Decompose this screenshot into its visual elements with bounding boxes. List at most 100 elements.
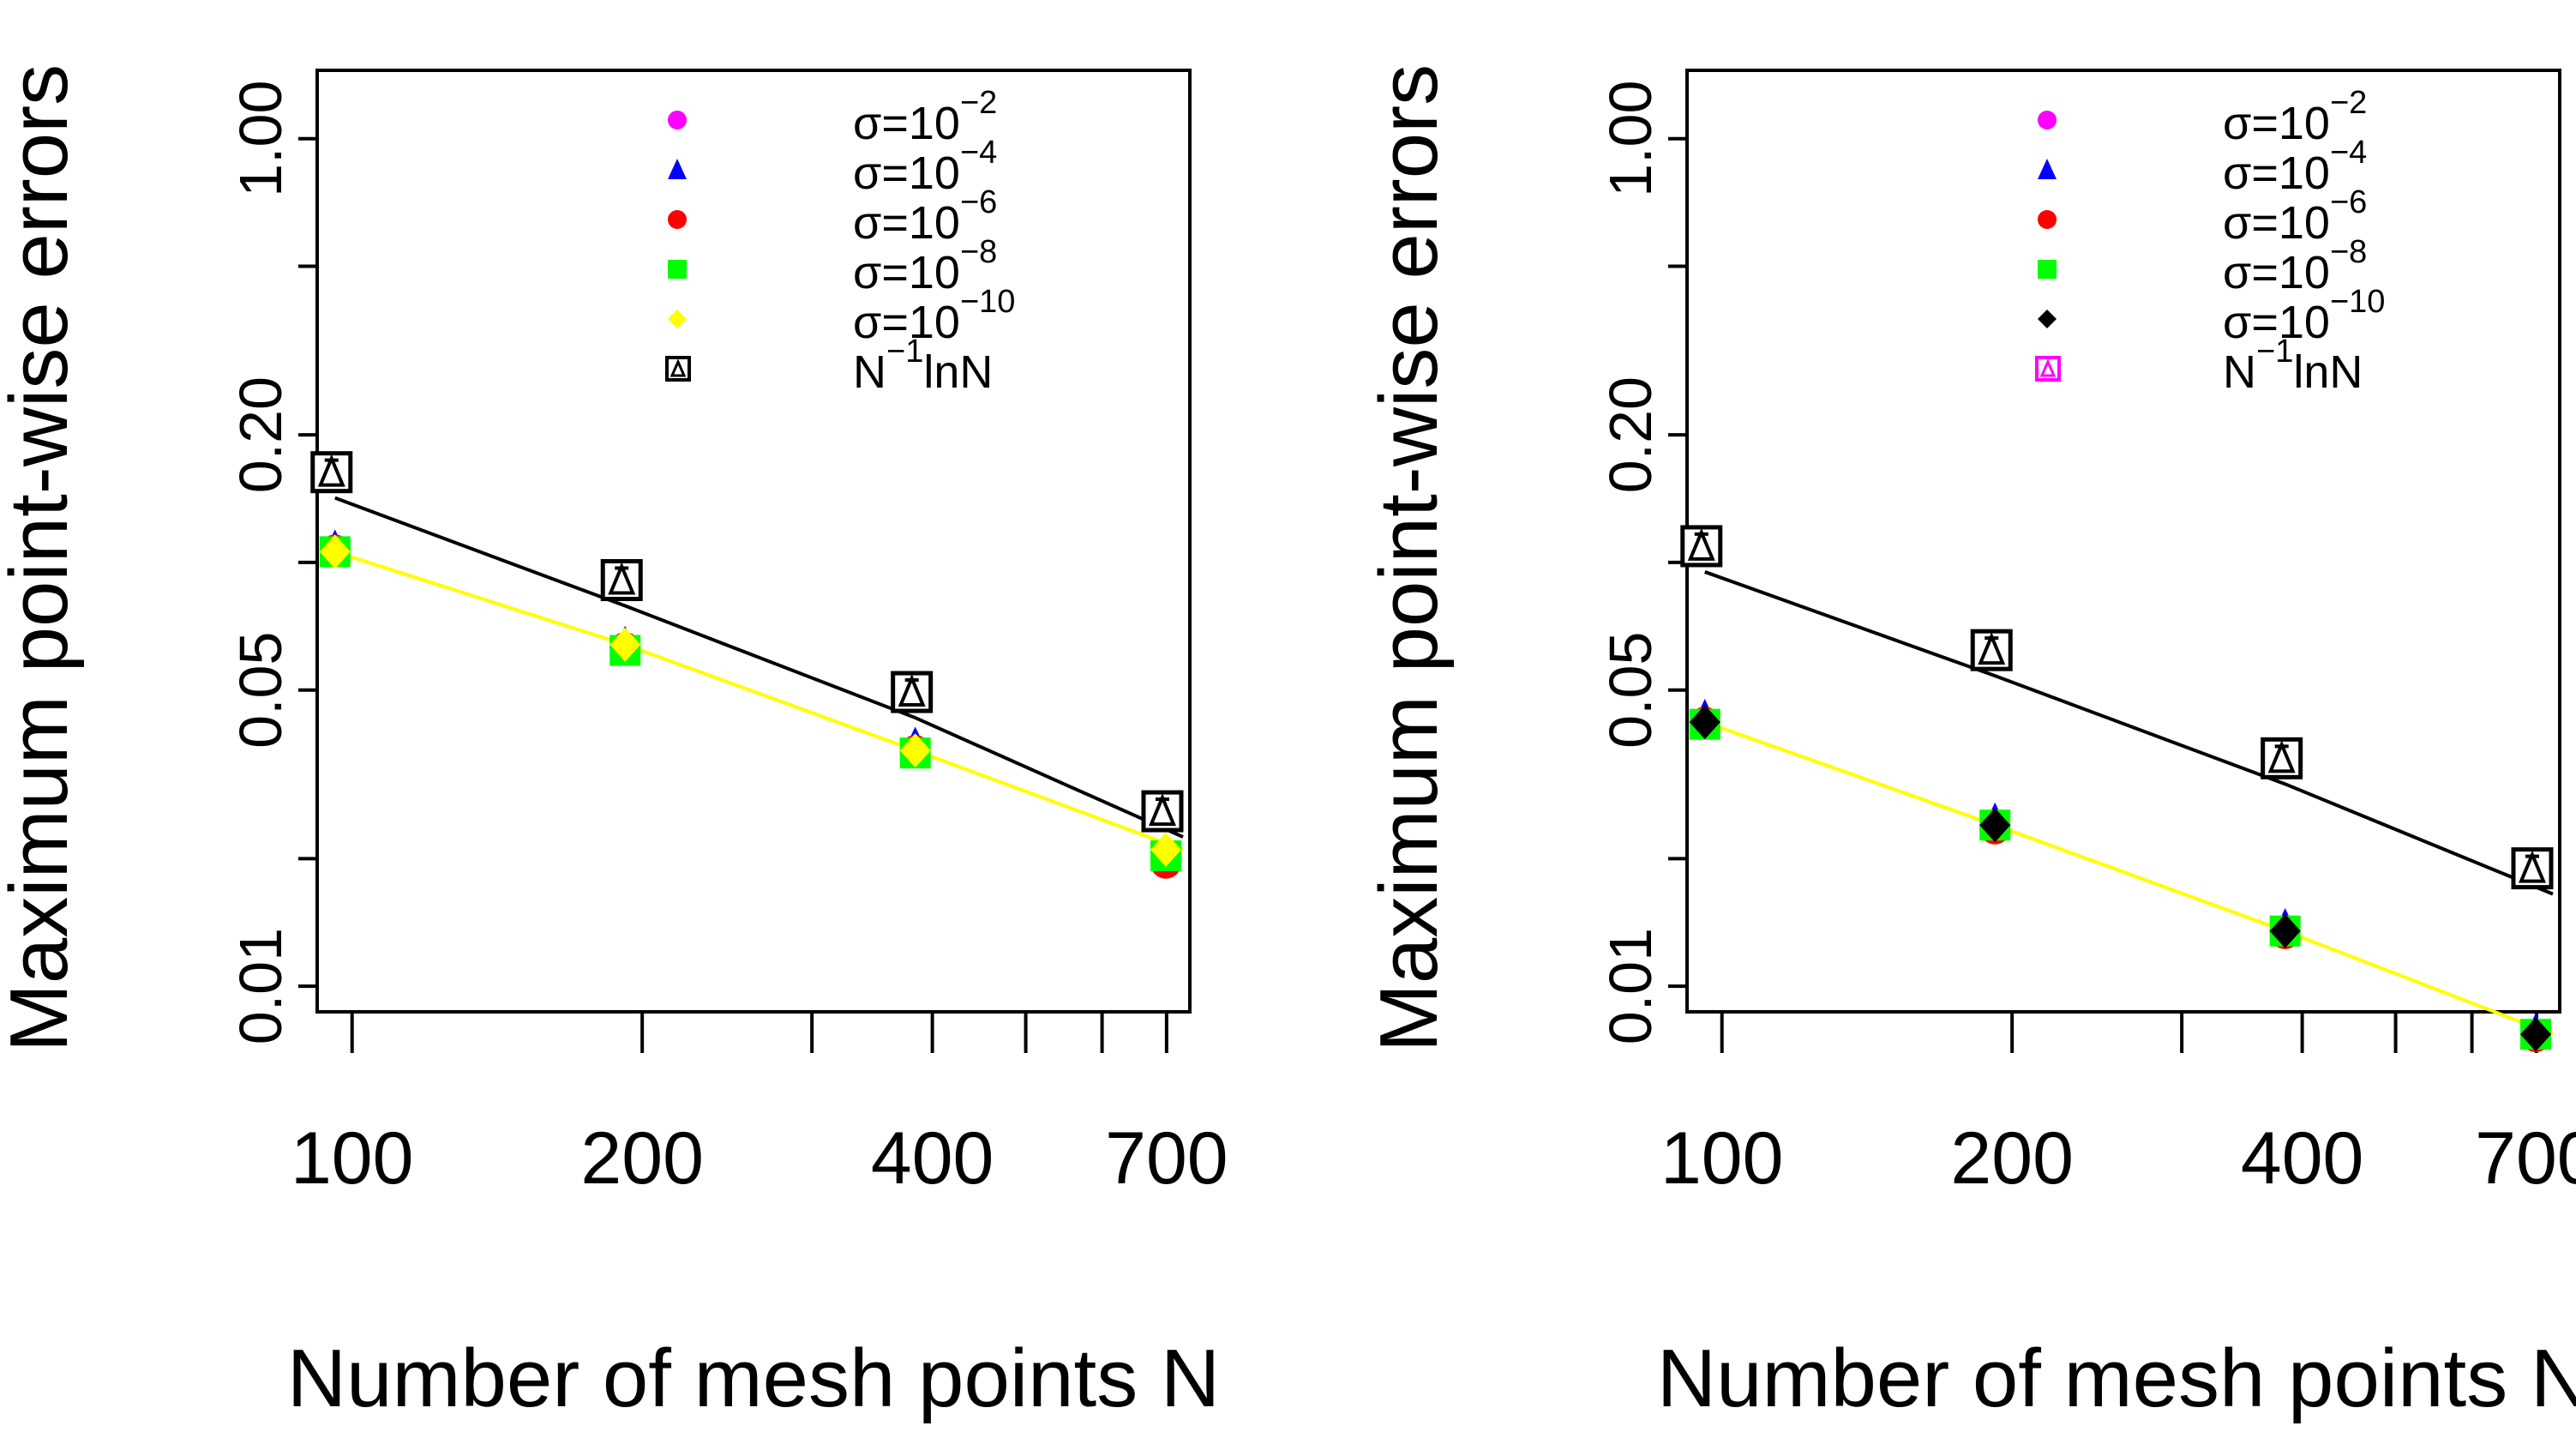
data-point bbox=[319, 534, 351, 569]
x-tick-label: 100 bbox=[1660, 1117, 1784, 1200]
series-5-points bbox=[1680, 525, 2554, 890]
data-point bbox=[1141, 790, 1184, 833]
data-point-glyph bbox=[898, 673, 926, 707]
series-line-4 bbox=[1704, 720, 2554, 1037]
data-point-glyph bbox=[1148, 792, 1177, 827]
data-point-glyph bbox=[317, 454, 345, 487]
data-point bbox=[600, 559, 643, 602]
series-line-4 bbox=[334, 550, 1184, 851]
legend-label-base: N bbox=[2223, 346, 2256, 398]
x-tick-label: 200 bbox=[1950, 1117, 2074, 1200]
legend-label-base: σ=10 bbox=[2223, 247, 2330, 298]
series-1-points bbox=[319, 529, 1181, 865]
data-point bbox=[2520, 1017, 2551, 1052]
legend-label-base: N bbox=[853, 346, 886, 398]
legend-key-0 bbox=[668, 111, 687, 129]
legend-label-exponent: −1 bbox=[2256, 334, 2293, 370]
legend-key-glyph bbox=[2039, 358, 2057, 377]
legend-key-5 bbox=[665, 356, 691, 382]
legend-label-exponent: −8 bbox=[960, 234, 997, 270]
data-point bbox=[2261, 737, 2303, 779]
legend-label-1: σ=10−4 bbox=[2223, 135, 2367, 199]
series-line-5 bbox=[334, 496, 1184, 839]
data-point-glyph bbox=[608, 562, 636, 595]
legend-label-5: N−1lnN bbox=[2223, 334, 2363, 398]
x-tick-label: 400 bbox=[2241, 1117, 2364, 1200]
data-point bbox=[891, 671, 934, 713]
data-point bbox=[310, 451, 353, 494]
right-chart-panel: 0.01 0.05 0.20 1.00 100 200 400 700 Number of me… bbox=[1363, 64, 2576, 1424]
legend-label-base: σ=10 bbox=[853, 197, 960, 249]
legend-label-4: σ=10−10 bbox=[853, 284, 1015, 348]
legend-key-5 bbox=[2035, 356, 2061, 382]
legend-label-base: σ=10 bbox=[853, 247, 960, 298]
series-4-points bbox=[319, 534, 1181, 867]
legend-label-base: σ=10 bbox=[853, 98, 960, 149]
legend-key-4 bbox=[668, 310, 687, 328]
legend-label-3: σ=10−8 bbox=[2223, 234, 2367, 298]
legend-key-4 bbox=[2038, 310, 2057, 328]
series-2-points bbox=[319, 534, 1181, 879]
legend-key-3 bbox=[668, 260, 687, 279]
legend-label-base: σ=10 bbox=[2223, 147, 2330, 199]
legend-label-1: σ=10−4 bbox=[853, 135, 997, 199]
legend-label-base: σ=10 bbox=[853, 147, 960, 199]
legend-label-3: σ=10−8 bbox=[853, 234, 997, 298]
data-point-glyph bbox=[2518, 850, 2547, 883]
x-axis-title: Number of mesh points N bbox=[1657, 1333, 2576, 1424]
legend-label-base: σ=10 bbox=[853, 297, 960, 348]
legend-label-exponent: −4 bbox=[2330, 135, 2367, 171]
data-point-glyph bbox=[1687, 527, 1715, 561]
left-chart-panel: 0.01 0.05 0.20 1.00 100 200 400 700 Number of me… bbox=[0, 64, 1228, 1424]
x-tick-label: 200 bbox=[580, 1117, 704, 1200]
x-tick-label: 700 bbox=[2475, 1117, 2576, 1200]
x-tick-label: 100 bbox=[291, 1117, 414, 1200]
y-tick-label: 1.00 bbox=[1597, 81, 1664, 197]
legend-label-exponent: −10 bbox=[960, 284, 1015, 320]
legend-label-2: σ=10−6 bbox=[2223, 184, 2367, 249]
legend-label-4: σ=10−10 bbox=[2223, 284, 2385, 348]
data-point-glyph bbox=[2267, 740, 2296, 773]
series-2-points bbox=[1689, 707, 2551, 1053]
legend-label-exponent: −2 bbox=[960, 85, 997, 121]
y-tick-label: 0.20 bbox=[1597, 376, 1664, 493]
legend-key-0 bbox=[2038, 111, 2057, 129]
legend-label-base: σ=10 bbox=[2223, 197, 2330, 249]
y-tick-label: 0.01 bbox=[1597, 928, 1664, 1044]
y-tick-label: 0.05 bbox=[1597, 632, 1664, 749]
legend-label-exponent: −4 bbox=[960, 135, 997, 171]
data-point bbox=[2269, 913, 2301, 948]
data-point bbox=[1680, 525, 1723, 568]
data-point bbox=[1150, 832, 1181, 867]
series-0-points bbox=[319, 534, 1181, 870]
data-point bbox=[1970, 629, 2013, 671]
data-point bbox=[1979, 808, 2011, 843]
legend-label-0: σ=10−2 bbox=[2223, 85, 2367, 149]
y-axis-title: Maximum point-wise errors bbox=[0, 64, 85, 1052]
series-4-points bbox=[1689, 705, 2551, 1052]
legend-label-base: σ=10 bbox=[2223, 297, 2330, 348]
legend-label-exponent: −10 bbox=[2330, 284, 2385, 320]
y-tick-label: 0.05 bbox=[227, 632, 294, 749]
legend-key-glyph bbox=[670, 358, 687, 377]
legend-label-suffix: lnN bbox=[2293, 346, 2363, 398]
legend-label-0: σ=10−2 bbox=[853, 85, 997, 149]
legend-label-exponent: −6 bbox=[960, 184, 997, 220]
data-point bbox=[1689, 705, 1720, 740]
legend-label-5: N−1lnN bbox=[853, 334, 993, 398]
legend-key-2 bbox=[2038, 210, 2057, 229]
series-3-points bbox=[1689, 708, 2551, 1050]
x-tick-label: 400 bbox=[871, 1117, 994, 1200]
legend-label-exponent: −1 bbox=[886, 334, 923, 370]
legend-label-exponent: −8 bbox=[2330, 234, 2367, 270]
legend-label-2: σ=10−6 bbox=[853, 184, 997, 249]
series-0-points bbox=[1689, 707, 2551, 1050]
y-tick-label: 0.01 bbox=[227, 928, 294, 1044]
y-axis-title: Maximum point-wise errors bbox=[1363, 64, 1455, 1052]
series-line-5 bbox=[1704, 570, 2554, 896]
data-point bbox=[2511, 847, 2554, 890]
data-point bbox=[899, 733, 931, 768]
data-point bbox=[609, 627, 641, 662]
y-tick-label: 0.20 bbox=[227, 376, 294, 493]
